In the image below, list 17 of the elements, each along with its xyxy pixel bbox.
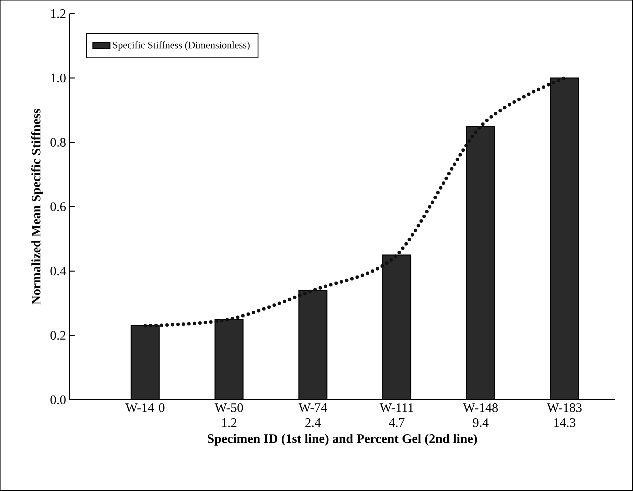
- y-axis-title: Normalized Mean Specific Stiffness: [31, 109, 44, 305]
- y-tick-label: 1.0: [51, 74, 66, 83]
- x-tick-label: W-50 1.2: [214, 404, 244, 428]
- x-tick-label: W-183 14.3: [547, 404, 582, 428]
- y-tick-label: 1.2: [51, 10, 66, 18]
- line-series: [144, 76, 567, 328]
- y-tick-label: 0.4: [50, 266, 66, 276]
- x-tick-label: W-14 0: [126, 404, 165, 412]
- x-tick-label: W-148 9.4: [463, 404, 498, 428]
- y-tick-label: 0.6: [50, 202, 66, 212]
- y-tick-label: 0.0: [50, 396, 66, 404]
- y-tick-label: 0.2: [50, 331, 66, 340]
- x-tick-label: W-111 4.7: [380, 404, 414, 428]
- y-tick-label: 0.8: [50, 138, 66, 148]
- x-tick-label: W-74 2.4: [298, 404, 328, 428]
- x-axis-title: Specimen ID (1st line) and Percent Gel (2nd line): [208, 434, 478, 446]
- legend-label: Specific Stiffness (Dimensionless): [113, 42, 250, 51]
